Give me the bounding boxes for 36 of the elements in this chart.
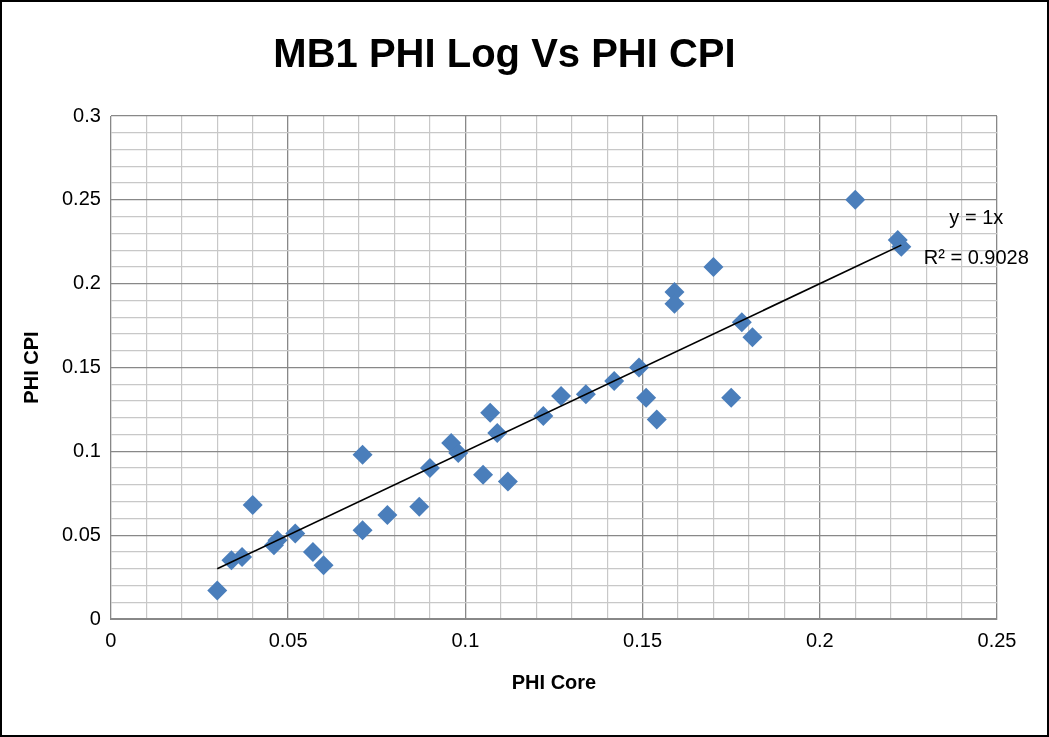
point <box>352 444 373 465</box>
point <box>207 580 228 601</box>
x-tick-label: 0.2 <box>805 628 834 651</box>
annotation: y = 1x <box>949 205 1004 228</box>
y-tick-label: 0.05 <box>61 522 101 545</box>
point <box>242 494 263 515</box>
point <box>742 327 763 348</box>
x-tick-label: 0.1 <box>451 628 480 651</box>
point <box>646 409 667 430</box>
point <box>497 471 518 492</box>
point <box>352 520 373 541</box>
y-tick-label: 0.1 <box>73 438 101 461</box>
point <box>551 386 572 406</box>
annotation: R² = 0.9028 <box>923 245 1029 268</box>
point <box>313 555 334 576</box>
point <box>302 541 323 562</box>
point <box>480 402 501 423</box>
y-axis-title: PHI CPI <box>19 331 42 404</box>
x-tick-label: 0.15 <box>623 628 663 651</box>
y-tick-label: 0.15 <box>61 355 101 378</box>
x-tick-label: 0 <box>105 628 117 651</box>
point <box>703 256 724 277</box>
point <box>409 496 430 517</box>
point <box>473 464 494 485</box>
y-tick-label: 0.25 <box>61 187 101 210</box>
chart-title: MB1 PHI Log Vs PHI CPI <box>273 31 736 76</box>
y-tick-label: 0 <box>89 606 101 629</box>
y-tick-label: 0.3 <box>73 103 101 126</box>
x-tick-label: 0.05 <box>268 628 308 651</box>
point <box>636 387 657 408</box>
y-tick-label: 0.2 <box>73 271 101 294</box>
point <box>721 387 742 408</box>
x-tick-label: 0.25 <box>977 628 1017 651</box>
point <box>377 505 398 526</box>
point <box>845 189 866 210</box>
x-axis-title: PHI Core <box>511 670 597 693</box>
